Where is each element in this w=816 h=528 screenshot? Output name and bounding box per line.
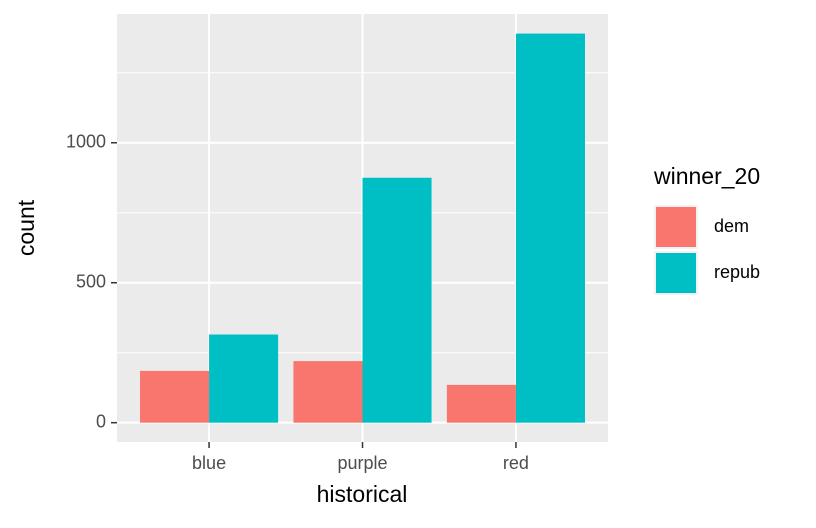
y-tick-label: 500 (76, 271, 106, 291)
bar (446, 384, 516, 423)
bars (140, 33, 585, 423)
y-axis-title: count (13, 199, 39, 256)
y-tick-label: 1000 (66, 132, 106, 152)
bar (362, 177, 432, 423)
x-tick-label: red (503, 453, 529, 473)
x-tick-label: purple (337, 453, 387, 473)
legend-label: dem (714, 216, 749, 236)
bar (293, 361, 363, 423)
x-axis-title: historical (317, 481, 408, 507)
legend-swatch (656, 207, 696, 247)
x-tick-label: blue (192, 453, 226, 473)
bar (140, 370, 210, 423)
bar (209, 334, 279, 423)
y-tick-label: 0 (96, 411, 106, 431)
bar (515, 33, 585, 423)
legend-title: winner_20 (653, 163, 760, 189)
legend: dem repub (654, 205, 760, 295)
legend-label: repub (714, 262, 760, 282)
legend-swatch (656, 253, 696, 293)
